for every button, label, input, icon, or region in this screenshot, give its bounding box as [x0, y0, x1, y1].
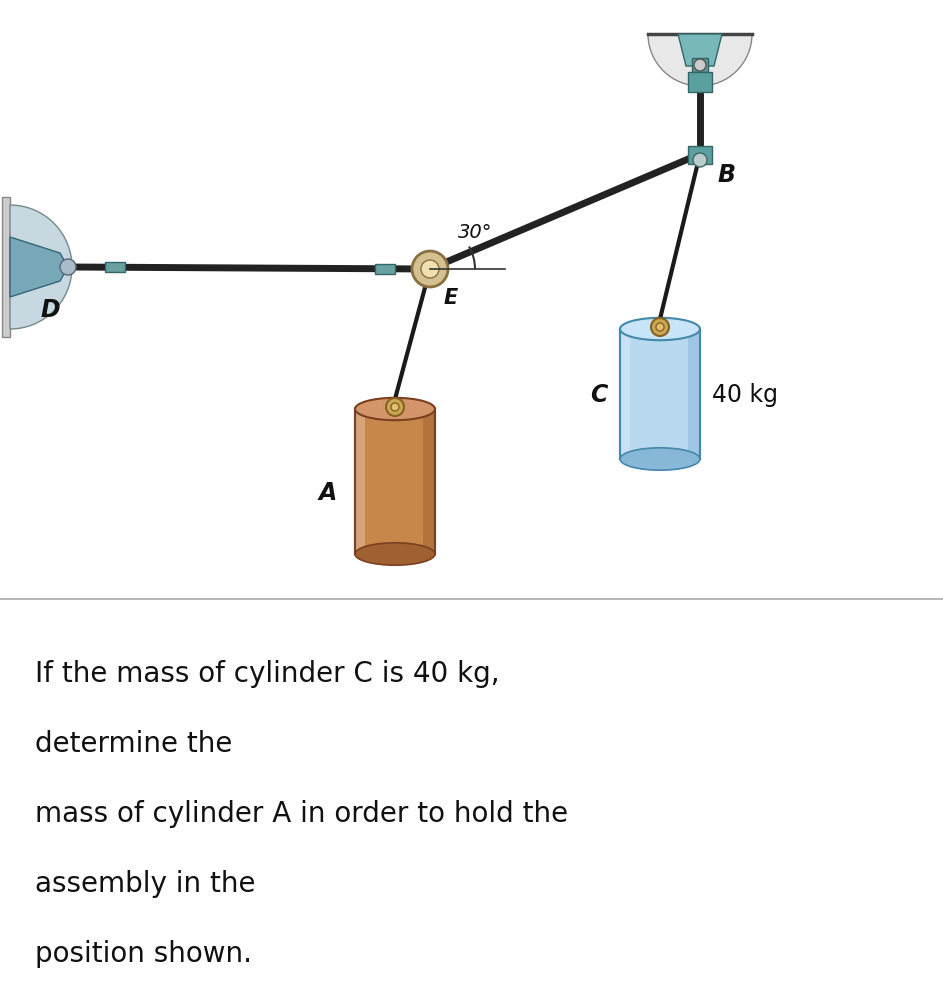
Bar	[688, 330, 700, 460]
Polygon shape	[10, 237, 68, 298]
Circle shape	[694, 60, 706, 72]
Circle shape	[651, 319, 669, 337]
Text: determine the: determine the	[35, 729, 232, 758]
Ellipse shape	[355, 399, 435, 421]
Ellipse shape	[620, 448, 700, 471]
Circle shape	[656, 324, 664, 332]
Text: B: B	[718, 163, 736, 186]
Text: 40 kg: 40 kg	[712, 383, 778, 407]
Circle shape	[386, 399, 404, 417]
Text: C: C	[590, 383, 608, 407]
Bar	[423, 410, 435, 554]
Bar	[355, 410, 435, 554]
Bar	[688, 73, 712, 93]
Text: D: D	[41, 298, 59, 322]
Text: 30°: 30°	[458, 222, 492, 241]
Text: position shown.: position shown.	[35, 939, 252, 967]
Circle shape	[412, 252, 448, 288]
Bar	[620, 330, 630, 460]
Circle shape	[391, 404, 399, 412]
Ellipse shape	[355, 543, 435, 566]
Text: If the mass of cylinder C is 40 kg,: If the mass of cylinder C is 40 kg,	[35, 659, 500, 687]
Ellipse shape	[620, 319, 700, 341]
Bar	[692, 59, 708, 73]
Wedge shape	[10, 205, 72, 330]
Polygon shape	[678, 35, 722, 67]
Bar	[355, 410, 365, 554]
Bar	[375, 265, 395, 275]
Bar	[688, 147, 712, 165]
Circle shape	[693, 154, 707, 167]
Text: E: E	[444, 288, 458, 308]
Bar	[620, 330, 700, 460]
Circle shape	[60, 260, 76, 276]
Text: mass of cylinder A in order to hold the: mass of cylinder A in order to hold the	[35, 800, 568, 828]
Bar	[105, 263, 125, 273]
Text: A: A	[319, 480, 337, 504]
Circle shape	[421, 261, 439, 279]
Text: assembly in the: assembly in the	[35, 869, 256, 897]
Bar	[2, 197, 10, 338]
Wedge shape	[648, 35, 752, 87]
